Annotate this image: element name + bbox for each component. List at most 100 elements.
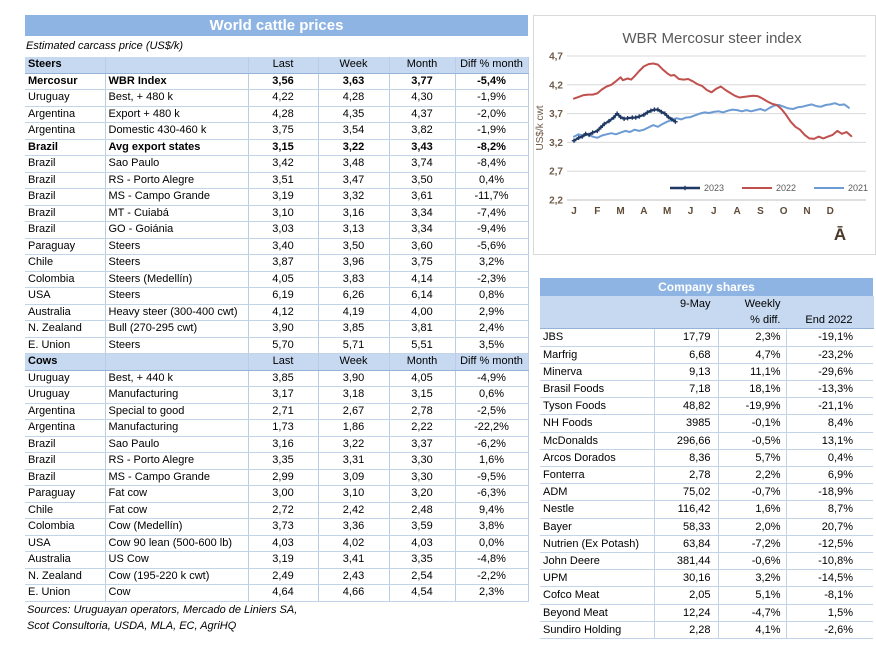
month-cell: 3,81 <box>389 320 456 338</box>
table-row: Brazil Sao Paulo 3,16 3,22 3,37 -6,2% <box>25 436 529 453</box>
end-2022-cell: -21,1% <box>786 397 873 416</box>
item-cell: MT - Cuiabá <box>105 205 249 222</box>
table-row: Fonterra 2,78 2,2% 6,9% <box>540 466 873 485</box>
price-cell: 2,05 <box>654 586 719 605</box>
week-cell: 3,41 <box>318 551 390 569</box>
y-tick-label: 3,2 <box>549 138 563 149</box>
last-cell: 4,64 <box>248 584 319 602</box>
country-cell: Australia <box>25 551 106 569</box>
end-2022-cell: 8,7% <box>786 500 873 519</box>
month-cell: 3,74 <box>389 155 456 173</box>
country-cell: Chile <box>25 502 106 519</box>
country-cell: Brazil <box>25 155 106 173</box>
table-row: N. Zealand Bull (270-295 cwt) 3,90 3,85 3,81… <box>25 320 529 338</box>
item-cell: Cow (Medellín) <box>105 518 249 536</box>
country-cell: Mercosur <box>25 73 106 90</box>
item-cell: Cow 90 lean (500-600 lb) <box>105 535 249 552</box>
month-cell: 3,61 <box>389 188 456 206</box>
item-cell: Fat cow <box>105 502 249 519</box>
month-cell: 3,30 <box>389 469 456 486</box>
company-name-cell: Nestle <box>540 500 655 519</box>
week-cell: 2,67 <box>318 403 390 420</box>
price-cell: 381,44 <box>654 552 719 571</box>
week-cell: 3,96 <box>318 254 390 272</box>
diff-cell: -11,7% <box>455 188 529 206</box>
month-cell: 4,37 <box>389 106 456 123</box>
table-row: USA Steers 6,19 6,26 6,14 0,8% <box>25 287 529 305</box>
company-name-cell: Minerva <box>540 363 655 382</box>
diff-cell: 3,2% <box>455 254 529 272</box>
week-cell: 3,63 <box>318 73 390 90</box>
item-cell: Heavy steer (300-400 cwt) <box>105 304 249 321</box>
weekly-diff-cell: 5,7% <box>718 449 787 468</box>
price-cell: 3985 <box>654 414 719 433</box>
company-name-cell: Marfrig <box>540 346 655 364</box>
item-cell: Best, + 480 k <box>105 89 249 107</box>
last-cell: 4,22 <box>248 89 319 107</box>
table-row: Brazil Avg export states 3,15 3,22 3,43 -8,2% <box>25 139 529 156</box>
company-shares-header-row-1: 9-May Weekly <box>540 296 874 313</box>
item-cell: Cow <box>105 584 249 602</box>
country-cell: Argentina <box>25 419 106 437</box>
month-cell: 4,05 <box>389 370 456 387</box>
last-cell: 3,85 <box>248 370 319 387</box>
steer-index-chart: WBR Mercosur steer index 4,7 4,2 3,7 3,2 2,7 2… <box>535 30 868 244</box>
month-cell: 5,51 <box>389 337 456 354</box>
company-name-cell: Arcos Dorados <box>540 449 655 468</box>
y-tick-label: 2,2 <box>549 196 563 207</box>
month-cell: 3,34 <box>389 221 456 239</box>
company-name-cell: Beyond Meat <box>540 604 655 622</box>
table-row: E. Union Steers 5,70 5,71 5,51 3,5% <box>25 337 529 354</box>
last-cell: 2,49 <box>248 568 319 585</box>
table-row: ADM 75,02 -0,7% -18,9% <box>540 483 873 502</box>
last-cell: 4,28 <box>248 106 319 123</box>
weekly-diff-cell: 2,3% <box>718 328 787 347</box>
company-shares-panel: Company shares 9-May Weekly % diff. End … <box>540 278 874 640</box>
section-label: Cows <box>25 353 106 371</box>
month-cell: 2,48 <box>389 502 456 519</box>
country-cell: USA <box>25 535 106 552</box>
last-cell: 1,73 <box>248 419 319 437</box>
week-cell: 3,16 <box>318 205 390 222</box>
table-row: Chile Steers 3,87 3,96 3,75 3,2% <box>25 254 529 272</box>
diff-cell: 1,6% <box>455 452 529 470</box>
company-shares-header-row-2: % diff. End 2022 <box>540 312 874 330</box>
price-cell: 30,16 <box>654 569 719 588</box>
table-row: Paraguay Steers 3,40 3,50 3,60 -5,6% <box>25 238 529 255</box>
column-header-date: 9-May <box>654 296 719 313</box>
company-name-cell: John Deere <box>540 552 655 571</box>
item-cell: Sao Paulo <box>105 436 249 453</box>
table-row: Nestle 116,42 1,6% 8,7% <box>540 500 873 519</box>
cattle-prices-subtitle: Estimated carcass price (US$/k) <box>26 40 184 52</box>
table-row: Brazil MS - Campo Grande 3,19 3,32 3,61 -11,7… <box>25 188 529 206</box>
y-tick-label: 2,7 <box>549 167 563 178</box>
country-cell: Colombia <box>25 518 106 536</box>
month-cell: 3,77 <box>389 73 456 90</box>
weekly-diff-cell: -7,2% <box>718 535 787 554</box>
table-row: USA Cow 90 lean (500-600 lb) 4,03 4,02 4,03 0… <box>25 535 529 552</box>
last-cell: 4,12 <box>248 304 319 321</box>
table-row: Australia US Cow 3,19 3,41 3,35 -4,8% <box>25 551 529 569</box>
diff-cell: -5,6% <box>455 238 529 255</box>
country-cell: Uruguay <box>25 89 106 107</box>
table-row: E. Union Cow 4,64 4,66 4,54 2,3% <box>25 584 529 602</box>
column-header-pct-diff: % diff. <box>718 312 787 330</box>
diff-cell: 0,6% <box>455 386 529 404</box>
last-cell: 3,73 <box>248 518 319 536</box>
item-cell: Cow (195-220 k cwt) <box>105 568 249 585</box>
weekly-diff-cell: -0,5% <box>718 432 787 450</box>
item-cell: Steers <box>105 254 249 272</box>
country-cell: Australia <box>25 304 106 321</box>
week-cell: 3,31 <box>318 452 390 470</box>
diff-cell: 3,8% <box>455 518 529 536</box>
diff-cell: -4,8% <box>455 551 529 569</box>
week-cell: 6,26 <box>318 287 390 305</box>
last-cell: 3,75 <box>248 122 319 140</box>
company-name-cell: UPM <box>540 569 655 588</box>
end-2022-cell: 8,4% <box>786 414 873 433</box>
diff-cell: -2,3% <box>455 271 529 288</box>
item-cell: Manufacturing <box>105 386 249 404</box>
month-cell: 3,37 <box>389 436 456 453</box>
end-2022-cell: 1,5% <box>786 604 873 622</box>
